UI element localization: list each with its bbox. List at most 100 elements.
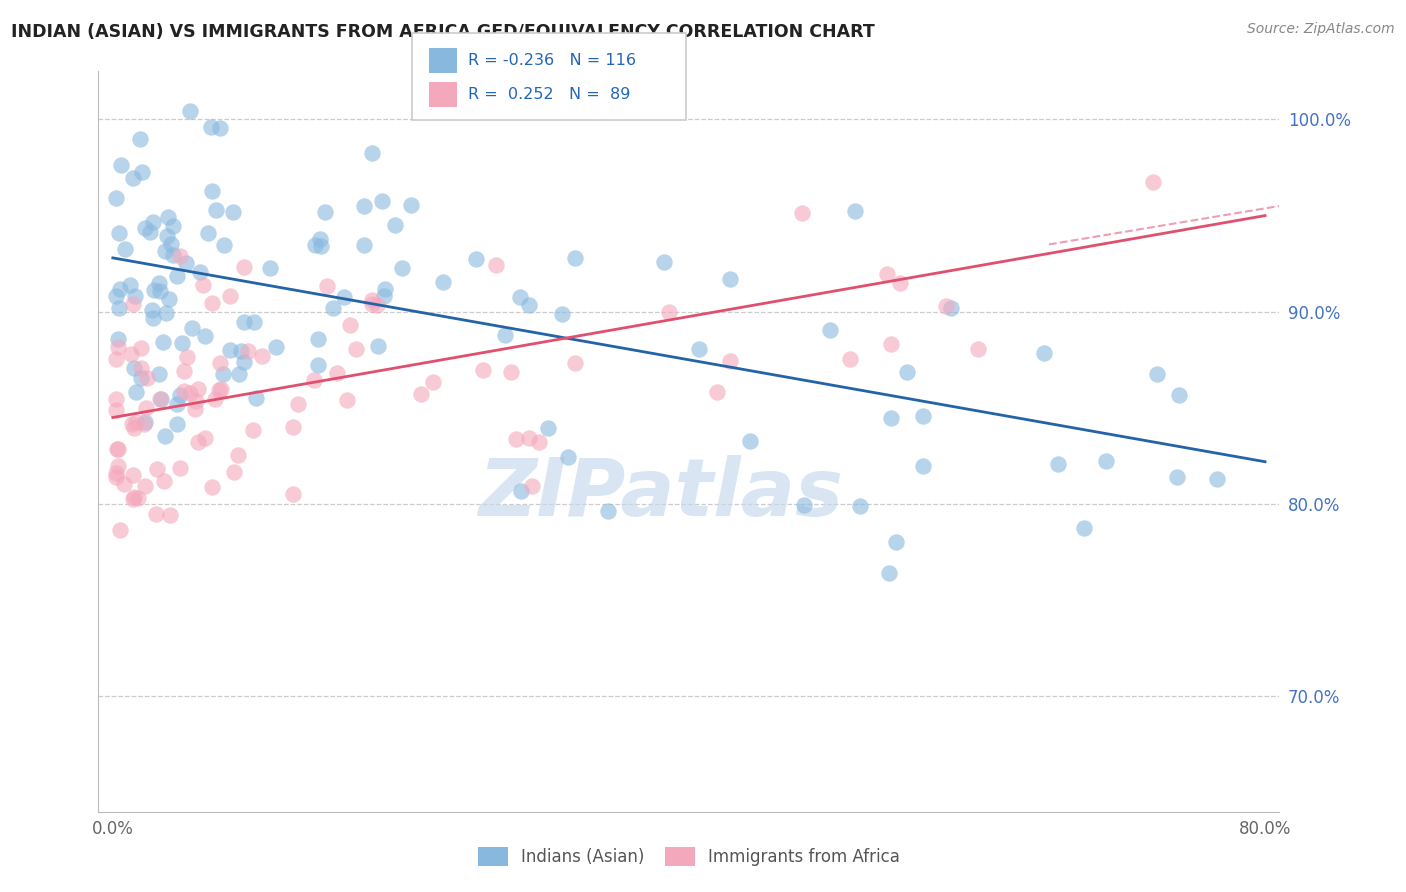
Point <box>233 260 256 275</box>
Point <box>245 391 267 405</box>
Point <box>122 361 145 376</box>
Point <box>551 307 574 321</box>
Point <box>122 468 145 483</box>
Point <box>162 248 184 262</box>
Point <box>186 393 208 408</box>
Point <box>353 237 375 252</box>
Point <box>129 361 152 376</box>
Point <box>1168 388 1191 402</box>
Point <box>104 288 127 302</box>
Point <box>373 289 395 303</box>
Point <box>212 238 235 252</box>
Point <box>242 315 264 329</box>
Point <box>176 351 198 365</box>
Point <box>218 343 240 357</box>
Point <box>122 297 145 311</box>
Point <box>128 132 150 146</box>
Text: R = -0.236   N = 116: R = -0.236 N = 116 <box>468 54 636 68</box>
Point <box>422 376 444 390</box>
Point <box>114 242 136 256</box>
Point <box>179 103 201 118</box>
Point <box>181 321 204 335</box>
Point <box>309 238 332 252</box>
Point <box>157 211 180 225</box>
Point <box>367 339 389 353</box>
Point <box>159 508 181 523</box>
Point <box>264 340 287 354</box>
Point <box>966 342 988 356</box>
Point <box>557 450 579 464</box>
Point <box>309 232 332 246</box>
Point <box>142 215 165 229</box>
Point <box>153 244 176 259</box>
Point <box>896 366 918 380</box>
Point <box>222 204 245 219</box>
Point <box>112 476 135 491</box>
Point <box>134 415 156 429</box>
Point <box>149 392 172 406</box>
Point <box>465 252 488 266</box>
Point <box>527 434 550 449</box>
Point <box>104 191 127 205</box>
Point <box>107 332 129 346</box>
Point <box>146 462 169 476</box>
Point <box>208 383 231 397</box>
Point <box>287 397 309 411</box>
Point <box>166 268 188 283</box>
Point <box>134 479 156 493</box>
Point <box>366 298 388 312</box>
Point <box>184 401 207 416</box>
Point <box>173 384 195 398</box>
Legend: Indians (Asian), Immigrants from Africa: Indians (Asian), Immigrants from Africa <box>478 847 900 866</box>
Point <box>838 351 860 366</box>
Point <box>143 283 166 297</box>
Text: INDIAN (ASIAN) VS IMMIGRANTS FROM AFRICA GED/EQUIVALENCY CORRELATION CHART: INDIAN (ASIAN) VS IMMIGRANTS FROM AFRICA… <box>11 22 875 40</box>
Point <box>598 504 620 518</box>
Text: ZIPatlas: ZIPatlas <box>478 456 842 533</box>
Point <box>409 386 432 401</box>
Point <box>1166 470 1188 484</box>
Point <box>187 434 209 449</box>
Point <box>104 469 127 483</box>
Point <box>201 296 224 310</box>
Point <box>877 566 900 580</box>
Point <box>125 384 148 399</box>
Point <box>219 289 242 303</box>
Point <box>121 417 143 432</box>
Point <box>153 429 176 443</box>
Point <box>307 358 329 372</box>
Point <box>187 383 209 397</box>
Point <box>107 442 129 456</box>
Point <box>129 371 152 385</box>
Point <box>204 392 226 406</box>
Point <box>122 492 145 507</box>
Point <box>148 367 170 381</box>
Point <box>157 292 180 306</box>
Point <box>228 367 250 381</box>
Point <box>134 220 156 235</box>
Point <box>122 490 145 504</box>
Point <box>201 184 224 198</box>
Point <box>233 355 256 369</box>
Point <box>1095 454 1118 468</box>
Point <box>149 284 172 298</box>
Point <box>322 301 344 316</box>
Point <box>1047 457 1070 471</box>
Point <box>790 206 813 220</box>
Point <box>505 433 527 447</box>
Point <box>391 260 413 275</box>
Point <box>880 410 903 425</box>
Point <box>564 252 586 266</box>
Point <box>142 311 165 326</box>
Point <box>517 298 540 312</box>
Point <box>162 219 184 234</box>
Point <box>242 423 264 437</box>
Point <box>384 218 406 232</box>
Point <box>238 343 260 358</box>
Point <box>179 386 201 401</box>
Point <box>1206 472 1229 486</box>
Point <box>208 121 231 136</box>
Text: Source: ZipAtlas.com: Source: ZipAtlas.com <box>1247 22 1395 37</box>
Point <box>537 420 560 434</box>
Point <box>136 371 159 385</box>
